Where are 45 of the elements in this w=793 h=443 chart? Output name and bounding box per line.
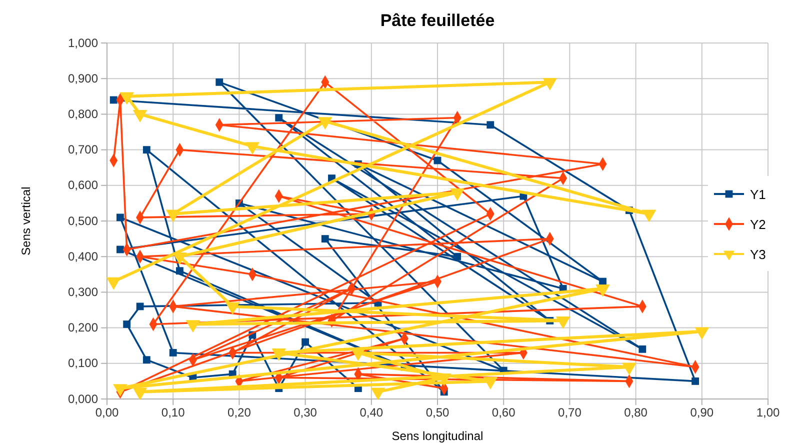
y-tick-label: 0,500 xyxy=(68,214,98,228)
point xyxy=(216,78,224,86)
x-tick-label: 0,90 xyxy=(690,406,714,420)
y-tick-label: 0,100 xyxy=(68,356,98,370)
x-tick-label: 1,00 xyxy=(756,406,780,420)
y-axis-title: Sens vertical xyxy=(19,186,33,256)
point xyxy=(142,146,150,154)
x-tick-label: 0,00 xyxy=(95,406,119,420)
point xyxy=(176,267,184,275)
x-tick-label: 0,10 xyxy=(161,406,186,420)
point xyxy=(692,377,699,385)
legend-label: Y1 xyxy=(750,187,766,202)
y-tick-label: 0,200 xyxy=(68,320,98,335)
y-tick-label: 0,300 xyxy=(68,285,98,300)
chart-title: Pâte feuilletée xyxy=(380,11,495,30)
x-tick-label: 0,20 xyxy=(228,406,252,420)
y-tick-label: 0,800 xyxy=(68,107,98,122)
point xyxy=(486,121,494,129)
point xyxy=(169,349,177,356)
point xyxy=(638,345,646,353)
x-tick-label: 0,40 xyxy=(360,406,384,420)
y-tick-label: 0,700 xyxy=(68,142,98,157)
y-tick-label: 0,400 xyxy=(68,249,98,264)
point xyxy=(123,320,131,328)
point xyxy=(116,214,124,222)
point xyxy=(116,246,124,254)
point xyxy=(321,235,329,243)
y-tick-label: 1,000 xyxy=(68,36,98,50)
x-tick-label: 0,70 xyxy=(558,406,582,420)
point xyxy=(302,338,310,346)
point xyxy=(110,96,118,104)
y-tick-label: 0,600 xyxy=(68,178,98,192)
y-tick-label: 0,900 xyxy=(68,71,98,86)
legend-label: Y2 xyxy=(750,217,766,232)
x-tick-label: 0,60 xyxy=(492,406,516,420)
x-axis-title: Sens longitudinal xyxy=(392,429,484,443)
point xyxy=(275,114,283,122)
x-tick-label: 0,30 xyxy=(294,406,318,420)
point xyxy=(136,302,144,310)
y-tick-label: 0,000 xyxy=(68,392,98,406)
legend-label: Y3 xyxy=(750,247,766,262)
point xyxy=(142,356,150,364)
x-tick-label: 0,80 xyxy=(624,406,648,420)
point xyxy=(454,252,462,260)
x-tick-label: 0,50 xyxy=(426,406,450,420)
